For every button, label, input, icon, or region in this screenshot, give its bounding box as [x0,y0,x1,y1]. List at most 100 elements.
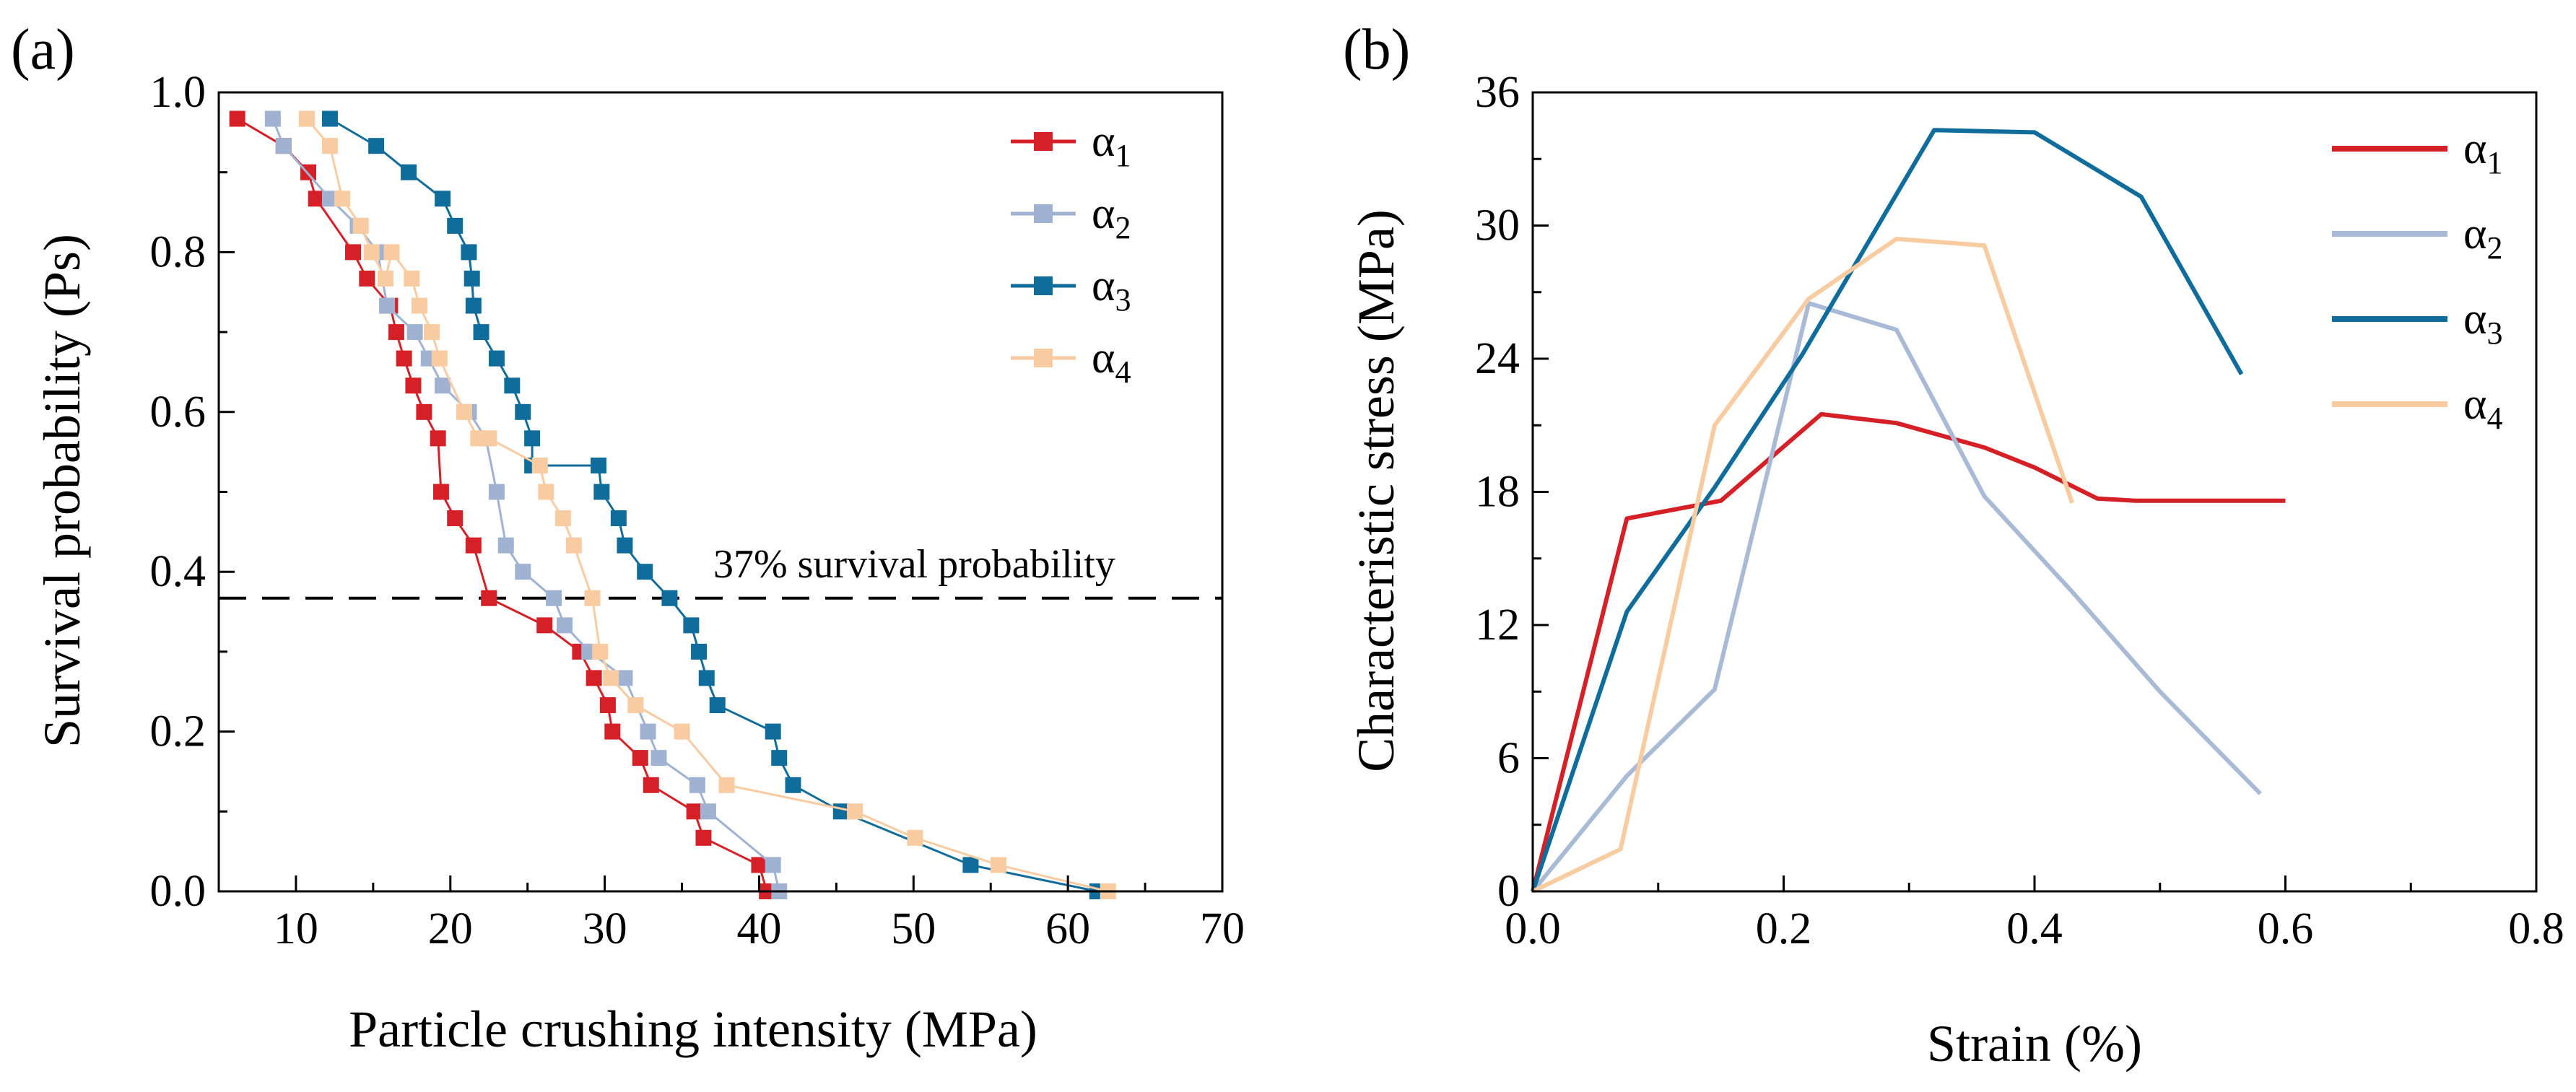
b-series-line-4 [1531,236,2074,894]
a-point-4 [674,723,690,740]
a-y-tick-label: 0.8 [150,227,206,276]
b-series-line-2 [1531,301,2262,893]
a-point-2 [700,803,716,820]
a-point-3 [515,403,531,420]
a-point-1 [345,244,362,261]
a-point-1 [686,803,702,820]
b-legend-label-1: α1 [2463,124,2502,180]
a-point-2 [275,138,292,154]
a-point-1 [586,670,602,686]
legend-symbol: α [1092,117,1115,166]
a-point-2 [640,723,656,740]
a-point-4 [431,350,448,367]
a-point-1 [416,403,432,420]
panel-b-y-ticks: 0 6 12 18 24 30 36 [1475,68,1549,916]
panel-a-label: (a) [11,18,75,82]
a-point-4 [847,803,863,820]
a-point-2 [650,750,667,766]
a-point-1 [536,617,553,634]
legend-symbol: α [2463,294,2486,344]
a-point-1 [481,590,497,606]
b-x-tick-label: 0.0 [1505,904,1561,953]
a-point-2 [557,617,573,634]
a-point-2 [321,191,338,207]
a-point-3 [962,857,979,873]
b-legend-label-3: α3 [2463,294,2502,351]
survival-annotation: 37% survival probability [713,542,1115,587]
a-point-2 [765,857,781,873]
a-point-4 [554,510,571,527]
panel-b-x-ticks: 0.0 0.2 0.4 0.6 0.8 [1505,875,2564,953]
a-point-4 [603,670,619,686]
a-point-3 [464,270,480,287]
a-point-4 [592,643,609,660]
a-point-2 [435,377,451,394]
b-series-line-3 [1531,128,2244,892]
panel-a-ylabel: Survival probability (Ps) [33,234,91,748]
a-point-4 [481,430,497,447]
a-point-3 [504,377,521,394]
a-point-4 [627,697,644,714]
panel-b-label: (b) [1343,18,1410,82]
a-point-1 [359,270,375,287]
a-series-line-4 [305,118,1109,893]
legend-subscript: 2 [1115,210,1131,245]
a-point-3 [465,297,482,314]
a-series-line-3 [329,118,1098,893]
a-point-1 [599,697,616,714]
a-point-2 [546,590,562,606]
a-point-1 [405,377,422,394]
a-x-tick-label: 10 [274,904,318,953]
a-point-3 [637,564,653,580]
b-y-tick-label: 18 [1475,468,1520,517]
a-point-4 [565,537,582,554]
a-point-3 [321,110,338,127]
b-y-tick-label: 0 [1497,867,1520,916]
a-point-2 [497,537,514,554]
a-point-3 [473,324,489,341]
a-point-1 [632,750,648,766]
a-point-3 [771,750,788,766]
a-point-3 [447,217,464,234]
panel-a: (a) 10 20 30 40 50 60 70 0.0 0.2 0.4 0.6 0.8 1.0 37… [11,18,1245,1058]
legend-subscript: 1 [1115,138,1131,173]
a-point-2 [488,484,505,500]
panel-b-xlabel: Strain (%) [1927,1015,2142,1073]
a-point-3 [461,244,477,261]
legend-symbol: α [2463,380,2486,429]
a-point-1 [396,350,412,367]
panel-a-x-ticks: 10 20 30 40 50 60 70 [217,875,1245,953]
a-point-3 [591,457,607,473]
a-x-tick-label: 30 [583,904,627,953]
b-y-tick-label: 30 [1475,201,1520,250]
a-legend-marker-1 [1034,132,1053,151]
a-point-1 [308,191,324,207]
b-x-tick-label: 0.4 [2006,904,2063,953]
legend-symbol: α [1092,189,1115,238]
a-y-tick-label: 0.2 [150,707,206,756]
a-point-2 [515,564,531,580]
b-y-tick-label: 6 [1497,734,1520,783]
panel-a-xlabel: Particle crushing intensity (MPa) [349,1000,1037,1058]
a-point-4 [298,110,315,127]
panel-a-y-ticks: 0.0 0.2 0.4 0.6 0.8 1.0 [150,68,235,916]
a-x-tick-label: 50 [891,904,936,953]
a-point-3 [617,537,633,554]
b-y-tick-label: 36 [1475,68,1520,117]
a-point-4 [424,324,440,341]
legend-subscript: 3 [1115,282,1131,318]
a-point-1 [604,723,621,740]
a-point-2 [264,110,281,127]
a-point-3 [661,590,678,606]
a-point-3 [435,191,451,207]
a-point-4 [352,217,369,234]
legend-subscript: 2 [2486,230,2502,266]
a-point-1 [751,857,767,873]
legend-symbol: α [2463,124,2486,173]
a-legend-marker-4 [1034,349,1053,367]
a-point-1 [388,324,404,341]
b-x-tick-label: 0.2 [1756,904,1812,953]
